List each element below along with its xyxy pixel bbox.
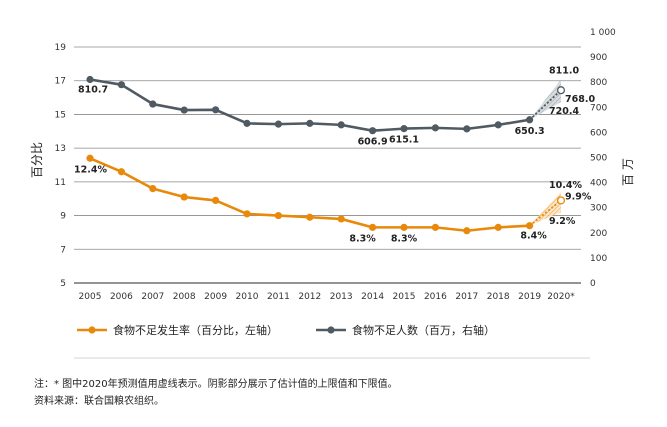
data-point (400, 125, 408, 133)
undernourished-legend-label: 食物不足人数（百万，右轴） (352, 323, 495, 337)
data-point (526, 222, 534, 230)
right-tick-label: 700 (590, 103, 607, 113)
data-point (86, 154, 94, 162)
prevalence-data-label: 8.3% (349, 233, 376, 244)
x-tick-label: 2005 (79, 292, 102, 302)
left-tick-label: 19 (55, 43, 67, 53)
x-tick-label: 2014 (361, 292, 384, 302)
undernourished-projection-range (529, 79, 561, 120)
undernourished-data-label: 768.0 (565, 94, 595, 105)
data-point (463, 227, 471, 235)
prevalence-legend-swatch-dot (88, 326, 96, 334)
x-tick-label: 2010 (236, 292, 259, 302)
left-tick-label: 17 (55, 77, 66, 87)
left-tick-label: 7 (60, 245, 66, 255)
data-point (431, 223, 439, 231)
data-point (494, 121, 502, 129)
left-tick-label: 5 (60, 279, 66, 289)
data-point (369, 223, 377, 231)
right-tick-label: 400 (590, 179, 607, 189)
data-point (243, 210, 251, 218)
data-point (243, 119, 251, 127)
data-point (526, 116, 534, 124)
x-tick-label: 2007 (141, 292, 164, 302)
right-tick-label: 1 000 (590, 28, 616, 38)
data-point (337, 215, 345, 223)
data-point (274, 120, 282, 128)
x-tick-label: 2009 (204, 292, 227, 302)
prevalence-data-label: 12.4% (74, 164, 107, 175)
undernourished-data-label: 615.1 (389, 135, 419, 146)
right-tick-label: 600 (590, 128, 607, 138)
right-tick-label: 500 (590, 154, 607, 164)
x-tick-label: 2020* (547, 292, 575, 302)
undernourished-range-high-label: 811.0 (549, 65, 579, 76)
data-point (274, 211, 282, 220)
source-note: 资料来源：联合国粮农组织。 (34, 396, 164, 407)
undernourished-projection-line (528, 89, 562, 121)
x-tick-label: 2017 (455, 292, 478, 302)
data-point (212, 106, 220, 114)
prevalence-data-label: 9.9% (565, 191, 592, 202)
right-tick-label: 100 (590, 254, 607, 264)
x-tick-label: 2019 (518, 292, 541, 302)
right-tick-label: 300 (590, 204, 607, 214)
undernourished-range-low-label: 720.4 (549, 106, 579, 117)
x-tick-label: 2013 (330, 292, 353, 302)
footnote: 注：* 图中2020年预测值用虚线表示。阴影部分展示了估计值的上限值和下限值。 (34, 379, 398, 390)
data-point (463, 125, 471, 133)
data-point (556, 86, 566, 95)
prevalence-range-low-label: 9.2% (549, 216, 576, 227)
data-point (149, 185, 157, 193)
data-point (431, 124, 439, 132)
prevalence-projection-line (529, 199, 562, 227)
data-point (369, 127, 377, 135)
x-tick-label: 2012 (298, 292, 321, 302)
undernourished-legend-swatch-dot (327, 326, 335, 334)
data-point (337, 121, 345, 129)
x-tick-label: 2016 (424, 292, 447, 302)
undernourished-data-label: 810.7 (78, 85, 108, 96)
left-tick-label: 9 (60, 212, 66, 222)
data-point (117, 168, 125, 176)
prevalence-legend-label: 食物不足发生率（百分比，左轴） (113, 323, 278, 337)
data-point (494, 223, 502, 231)
right-tick-label: 0 (590, 279, 596, 289)
data-point (556, 196, 566, 205)
left-axis-title: 百分比 (30, 142, 44, 178)
data-point (149, 100, 157, 108)
x-tick-label: 2011 (267, 292, 290, 302)
left-tick-label: 15 (55, 110, 66, 120)
x-tick-label: 2008 (173, 292, 196, 302)
data-point (306, 119, 314, 127)
data-point (400, 223, 408, 231)
data-point (212, 196, 220, 204)
undernourished-data-label: 606.9 (358, 137, 388, 148)
prevalence-data-label: 8.4% (520, 231, 547, 242)
right-axis-title: 百万 (621, 154, 635, 186)
right-tick-label: 200 (590, 229, 607, 239)
right-tick-label: 800 (590, 78, 607, 88)
prevalence-data-label: 8.3% (391, 233, 418, 244)
left-tick-label: 13 (55, 144, 66, 154)
data-point (180, 193, 188, 201)
undernourished-data-label: 650.3 (515, 126, 545, 137)
data-point (306, 213, 314, 221)
x-tick-label: 2018 (487, 292, 510, 302)
x-tick-label: 2006 (110, 292, 133, 302)
left-tick-label: 11 (55, 178, 66, 188)
data-point (117, 81, 125, 89)
prevalence-projection-range (529, 191, 561, 226)
prevalence-range-high-label: 10.4% (549, 180, 582, 191)
x-tick-label: 2015 (393, 292, 416, 302)
data-point (180, 106, 188, 114)
right-tick-label: 900 (590, 53, 607, 63)
data-point (86, 75, 94, 84)
